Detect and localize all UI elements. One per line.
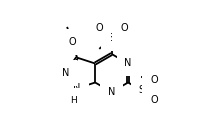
Text: O: O (150, 75, 158, 85)
Text: O: O (68, 37, 76, 47)
Text: N: N (73, 83, 81, 93)
Text: S: S (108, 33, 115, 43)
Text: N: N (108, 87, 115, 97)
Text: O: O (68, 37, 76, 47)
Text: O: O (150, 95, 158, 105)
Text: S: S (138, 85, 145, 95)
Text: O: O (120, 23, 128, 33)
Text: H: H (70, 96, 77, 105)
Text: N: N (124, 59, 132, 69)
Text: O: O (95, 23, 103, 33)
Text: N: N (62, 68, 70, 78)
